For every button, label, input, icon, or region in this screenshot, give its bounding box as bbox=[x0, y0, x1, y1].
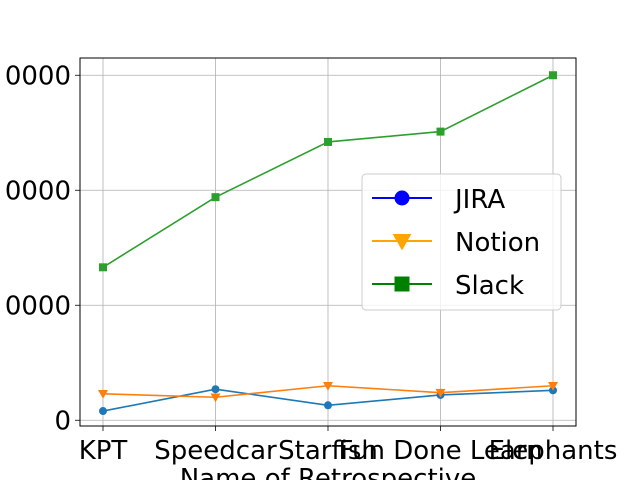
data-point bbox=[99, 407, 107, 416]
data-point bbox=[323, 382, 333, 391]
legend-item: Notion bbox=[372, 228, 540, 258]
legend-label: Slack bbox=[455, 271, 524, 301]
data-point bbox=[99, 263, 107, 272]
y-tick-label: 0000 bbox=[5, 61, 71, 91]
legend-box bbox=[361, 173, 562, 311]
legend-label: Notion bbox=[455, 228, 540, 258]
series-layer bbox=[98, 71, 558, 416]
legend-marker bbox=[392, 233, 412, 251]
data-point bbox=[548, 382, 558, 391]
legend-label: JIRA bbox=[453, 185, 505, 215]
data-point bbox=[98, 390, 108, 399]
x-tick-label: Speedcar bbox=[154, 436, 277, 466]
data-point bbox=[436, 127, 445, 136]
legend-marker bbox=[394, 276, 410, 292]
x-tick-label: Fun Done Learn bbox=[338, 436, 542, 466]
y-tick-label: 0000 bbox=[5, 291, 71, 321]
series-slack bbox=[99, 71, 557, 272]
data-point bbox=[435, 388, 446, 398]
legend-item: Slack bbox=[372, 271, 524, 301]
data-point bbox=[210, 393, 221, 403]
x-axis-title: Name of Retrospective bbox=[180, 464, 477, 480]
legend-item: JIRA bbox=[372, 185, 505, 215]
data-point bbox=[549, 71, 557, 80]
series-notion bbox=[98, 382, 558, 403]
data-point bbox=[211, 385, 220, 394]
x-tick-label: Starfish bbox=[278, 436, 378, 466]
x-tick-label: KPT bbox=[79, 436, 128, 466]
legend: JIRA Notion Slack bbox=[361, 173, 562, 311]
legend-marker bbox=[394, 190, 410, 206]
y-tick-label: 0 bbox=[54, 406, 71, 436]
y-tick-label: 0000 bbox=[5, 176, 71, 206]
data-point bbox=[324, 137, 332, 146]
x-tick-label: Elephants bbox=[489, 436, 618, 466]
data-point bbox=[324, 401, 332, 410]
data-point bbox=[211, 193, 220, 202]
